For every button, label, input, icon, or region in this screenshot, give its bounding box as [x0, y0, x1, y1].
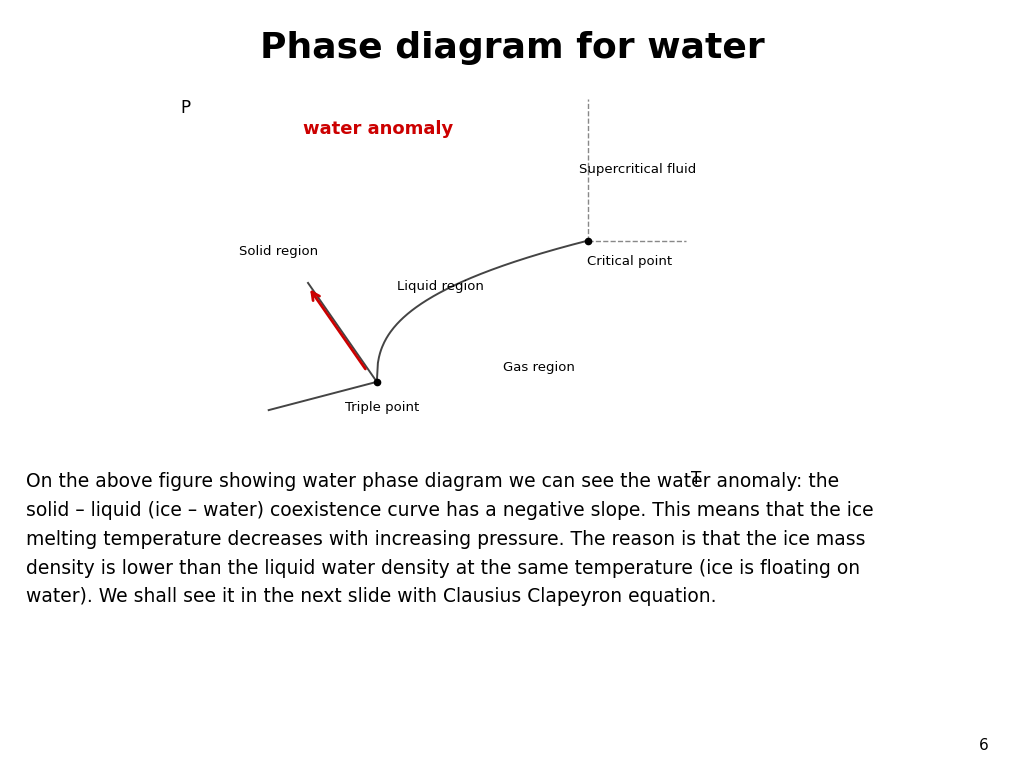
Text: T: T	[691, 470, 701, 488]
Text: Phase diagram for water: Phase diagram for water	[260, 31, 764, 65]
Text: Supercritical fluid: Supercritical fluid	[579, 164, 696, 177]
Text: 6: 6	[978, 737, 988, 753]
Text: On the above figure showing water phase diagram we can see the water anomaly: th: On the above figure showing water phase …	[26, 472, 873, 606]
Text: Critical point: Critical point	[588, 255, 673, 268]
Text: water anomaly: water anomaly	[303, 121, 454, 138]
Text: Triple point: Triple point	[345, 401, 419, 414]
Text: P: P	[180, 99, 190, 118]
Text: Gas region: Gas region	[503, 361, 574, 374]
Text: Solid region: Solid region	[239, 245, 318, 257]
Text: Liquid region: Liquid region	[397, 280, 484, 293]
